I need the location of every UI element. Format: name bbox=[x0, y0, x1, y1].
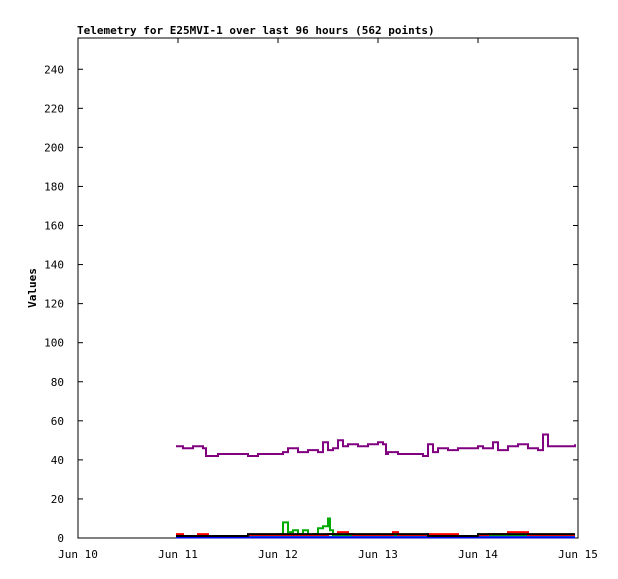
x-tick-label: Jun 14 bbox=[458, 548, 498, 561]
y-tick-label: 80 bbox=[51, 376, 64, 389]
x-tick-label: Jun 10 bbox=[58, 548, 98, 561]
series-line-6 bbox=[176, 533, 575, 537]
y-tick-label: 220 bbox=[44, 102, 64, 115]
y-tick-label: 120 bbox=[44, 298, 64, 311]
y-tick-label: 100 bbox=[44, 337, 64, 350]
x-tick-label: Jun 13 bbox=[358, 548, 398, 561]
series-layer bbox=[176, 433, 576, 539]
y-tick-label: 60 bbox=[51, 415, 64, 428]
y-axis-label: Values bbox=[26, 268, 39, 308]
y-tick-label: 140 bbox=[44, 259, 64, 272]
series-line-1 bbox=[176, 433, 576, 457]
x-tick-label: Jun 11 bbox=[158, 548, 198, 561]
y-tick-label: 160 bbox=[44, 220, 64, 233]
x-tick-label: Jun 12 bbox=[258, 548, 298, 561]
y-tick-label: 0 bbox=[57, 532, 64, 545]
x-tick-label: Jun 15 bbox=[558, 548, 598, 561]
y-tick-label: 180 bbox=[44, 180, 64, 193]
y-tick-label: 240 bbox=[44, 63, 64, 76]
y-axis-ticks: 0 20 40 60 80 100 120 140 160 180 200 220 240 bbox=[44, 63, 578, 545]
y-tick-label: 200 bbox=[44, 141, 64, 154]
y-tick-label: 40 bbox=[51, 454, 64, 467]
y-tick-label: 20 bbox=[51, 493, 64, 506]
chart-title: Telemetry for E25MVI-1 over last 96 hour… bbox=[77, 24, 435, 37]
x-axis-ticks: Jun 10 Jun 11 Jun 12 Jun 13 Jun 14 Jun 15 bbox=[58, 38, 598, 561]
